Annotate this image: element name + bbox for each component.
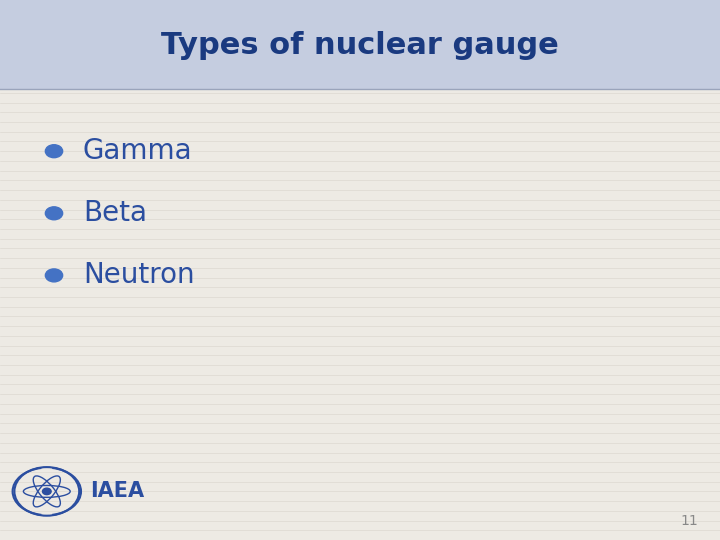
Text: Gamma: Gamma xyxy=(83,137,192,165)
Circle shape xyxy=(45,269,63,282)
Text: Beta: Beta xyxy=(83,199,147,227)
Text: IAEA: IAEA xyxy=(90,481,144,502)
Bar xyxy=(0,0,720,89)
Text: 11: 11 xyxy=(680,514,698,528)
Text: Neutron: Neutron xyxy=(83,261,194,289)
Circle shape xyxy=(42,488,51,495)
Circle shape xyxy=(45,145,63,158)
Text: Types of nuclear gauge: Types of nuclear gauge xyxy=(161,31,559,60)
Circle shape xyxy=(45,207,63,220)
